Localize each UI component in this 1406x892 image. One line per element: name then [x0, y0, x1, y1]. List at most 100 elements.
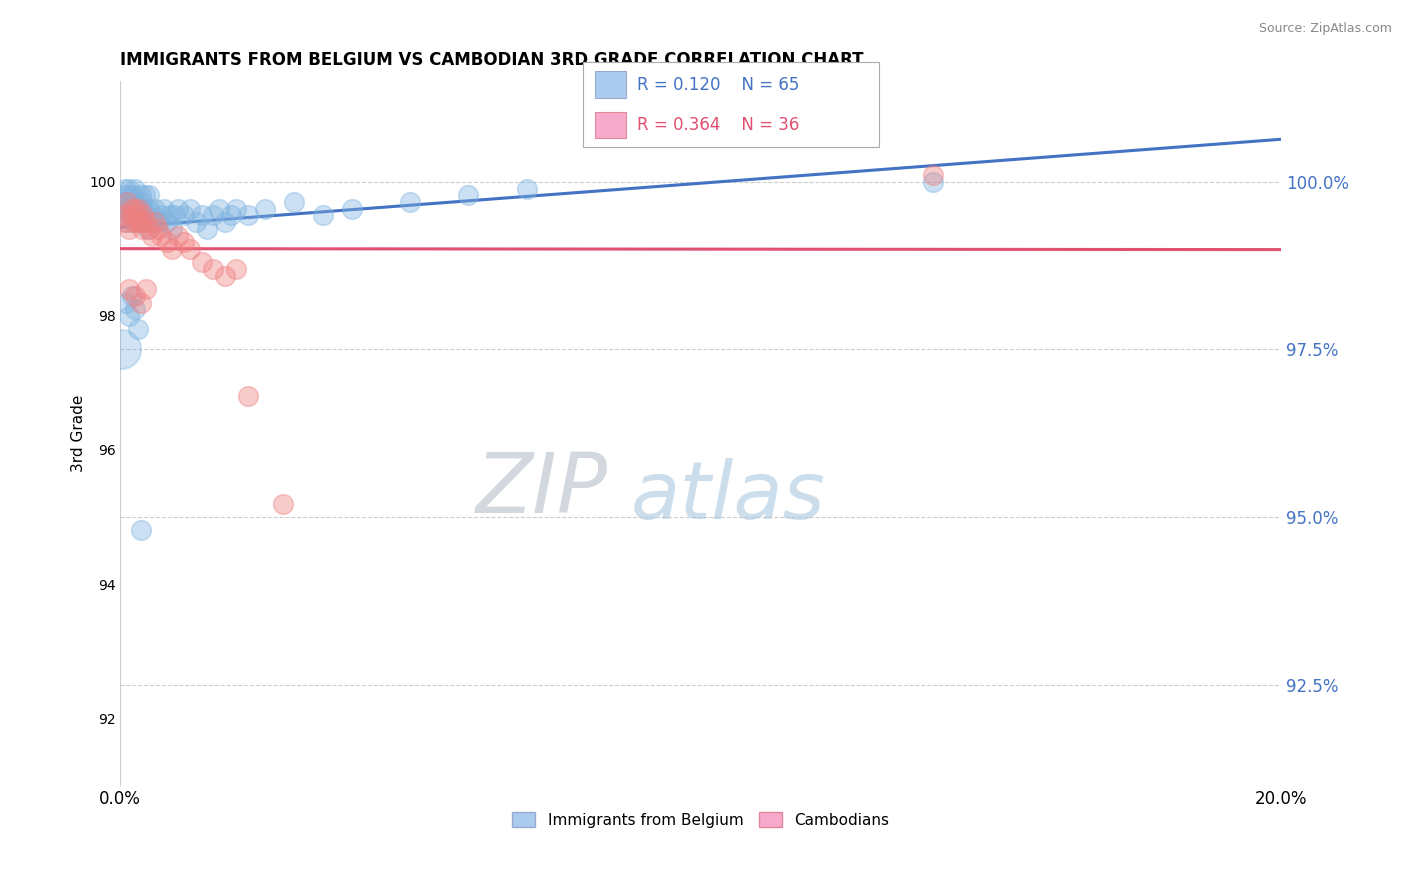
Point: [312, 208, 335, 222]
Point: [342, 202, 364, 216]
Point: [118, 181, 141, 195]
Point: [118, 194, 141, 209]
Point: [118, 282, 141, 296]
Point: [121, 188, 143, 202]
Point: [135, 208, 157, 222]
Point: [202, 262, 225, 277]
Point: [127, 215, 149, 229]
Point: [236, 389, 259, 403]
Point: [117, 188, 139, 202]
Point: [135, 215, 157, 229]
Point: [112, 208, 135, 222]
Point: [225, 262, 247, 277]
Point: [122, 215, 145, 229]
Point: [195, 222, 218, 236]
Point: [143, 202, 166, 216]
Point: [159, 208, 181, 222]
Point: [225, 202, 247, 216]
Point: [124, 289, 146, 303]
Point: [122, 194, 145, 209]
Point: [121, 289, 143, 303]
Point: [129, 208, 152, 222]
Point: [125, 208, 148, 222]
Point: [190, 208, 212, 222]
Y-axis label: 3rd Grade: 3rd Grade: [72, 394, 86, 472]
Point: [121, 208, 143, 222]
Point: [124, 202, 146, 216]
Point: [129, 215, 152, 229]
Point: [162, 222, 184, 236]
Point: [124, 202, 146, 216]
Point: [129, 295, 152, 310]
Point: [219, 208, 242, 222]
Text: R = 0.120    N = 65: R = 0.120 N = 65: [637, 76, 799, 94]
Point: [179, 202, 201, 216]
Point: [127, 215, 149, 229]
Text: ZIP: ZIP: [475, 449, 607, 530]
Point: [271, 497, 294, 511]
Text: Source: ZipAtlas.com: Source: ZipAtlas.com: [1258, 22, 1392, 36]
Point: [921, 168, 943, 182]
Point: [921, 175, 943, 189]
Point: [127, 322, 149, 336]
Point: [167, 202, 190, 216]
Point: [115, 295, 138, 310]
Point: [131, 222, 153, 236]
Point: [138, 188, 160, 202]
Point: [143, 215, 166, 229]
Point: [184, 215, 207, 229]
Point: [121, 202, 143, 216]
Point: [115, 194, 138, 209]
Point: [110, 343, 132, 357]
Point: [124, 302, 146, 317]
Point: [162, 242, 184, 256]
Point: [138, 222, 160, 236]
Text: atlas: atlas: [631, 458, 825, 535]
Point: [124, 181, 146, 195]
Point: [129, 524, 152, 538]
Point: [136, 222, 159, 236]
Point: [254, 202, 277, 216]
Point: [115, 215, 138, 229]
Point: [132, 215, 155, 229]
Point: [134, 188, 156, 202]
Point: [146, 215, 169, 229]
Point: [236, 208, 259, 222]
Point: [179, 242, 201, 256]
Point: [146, 222, 169, 236]
Point: [214, 268, 236, 283]
Point: [173, 208, 195, 222]
Point: [114, 181, 136, 195]
Point: [122, 215, 145, 229]
Point: [173, 235, 195, 250]
Point: [115, 202, 138, 216]
Point: [112, 188, 135, 202]
Point: [120, 208, 142, 222]
Point: [115, 194, 138, 209]
Text: IMMIGRANTS FROM BELGIUM VS CAMBODIAN 3RD GRADE CORRELATION CHART: IMMIGRANTS FROM BELGIUM VS CAMBODIAN 3RD…: [121, 51, 863, 69]
Point: [149, 208, 172, 222]
Point: [135, 282, 157, 296]
Point: [156, 215, 179, 229]
Point: [202, 208, 225, 222]
Point: [132, 208, 155, 222]
Point: [190, 255, 212, 269]
Point: [128, 202, 150, 216]
Point: [156, 235, 179, 250]
Point: [131, 194, 153, 209]
Point: [214, 215, 236, 229]
Point: [118, 208, 141, 222]
Point: [118, 309, 141, 323]
Point: [149, 228, 172, 243]
Point: [152, 202, 174, 216]
Point: [138, 202, 160, 216]
Point: [208, 202, 231, 216]
Point: [283, 194, 305, 209]
Point: [132, 202, 155, 216]
Point: [118, 222, 141, 236]
Point: [128, 202, 150, 216]
Legend: Immigrants from Belgium, Cambodians: Immigrants from Belgium, Cambodians: [506, 805, 894, 834]
Point: [399, 194, 422, 209]
Point: [127, 194, 149, 209]
Point: [515, 181, 537, 195]
